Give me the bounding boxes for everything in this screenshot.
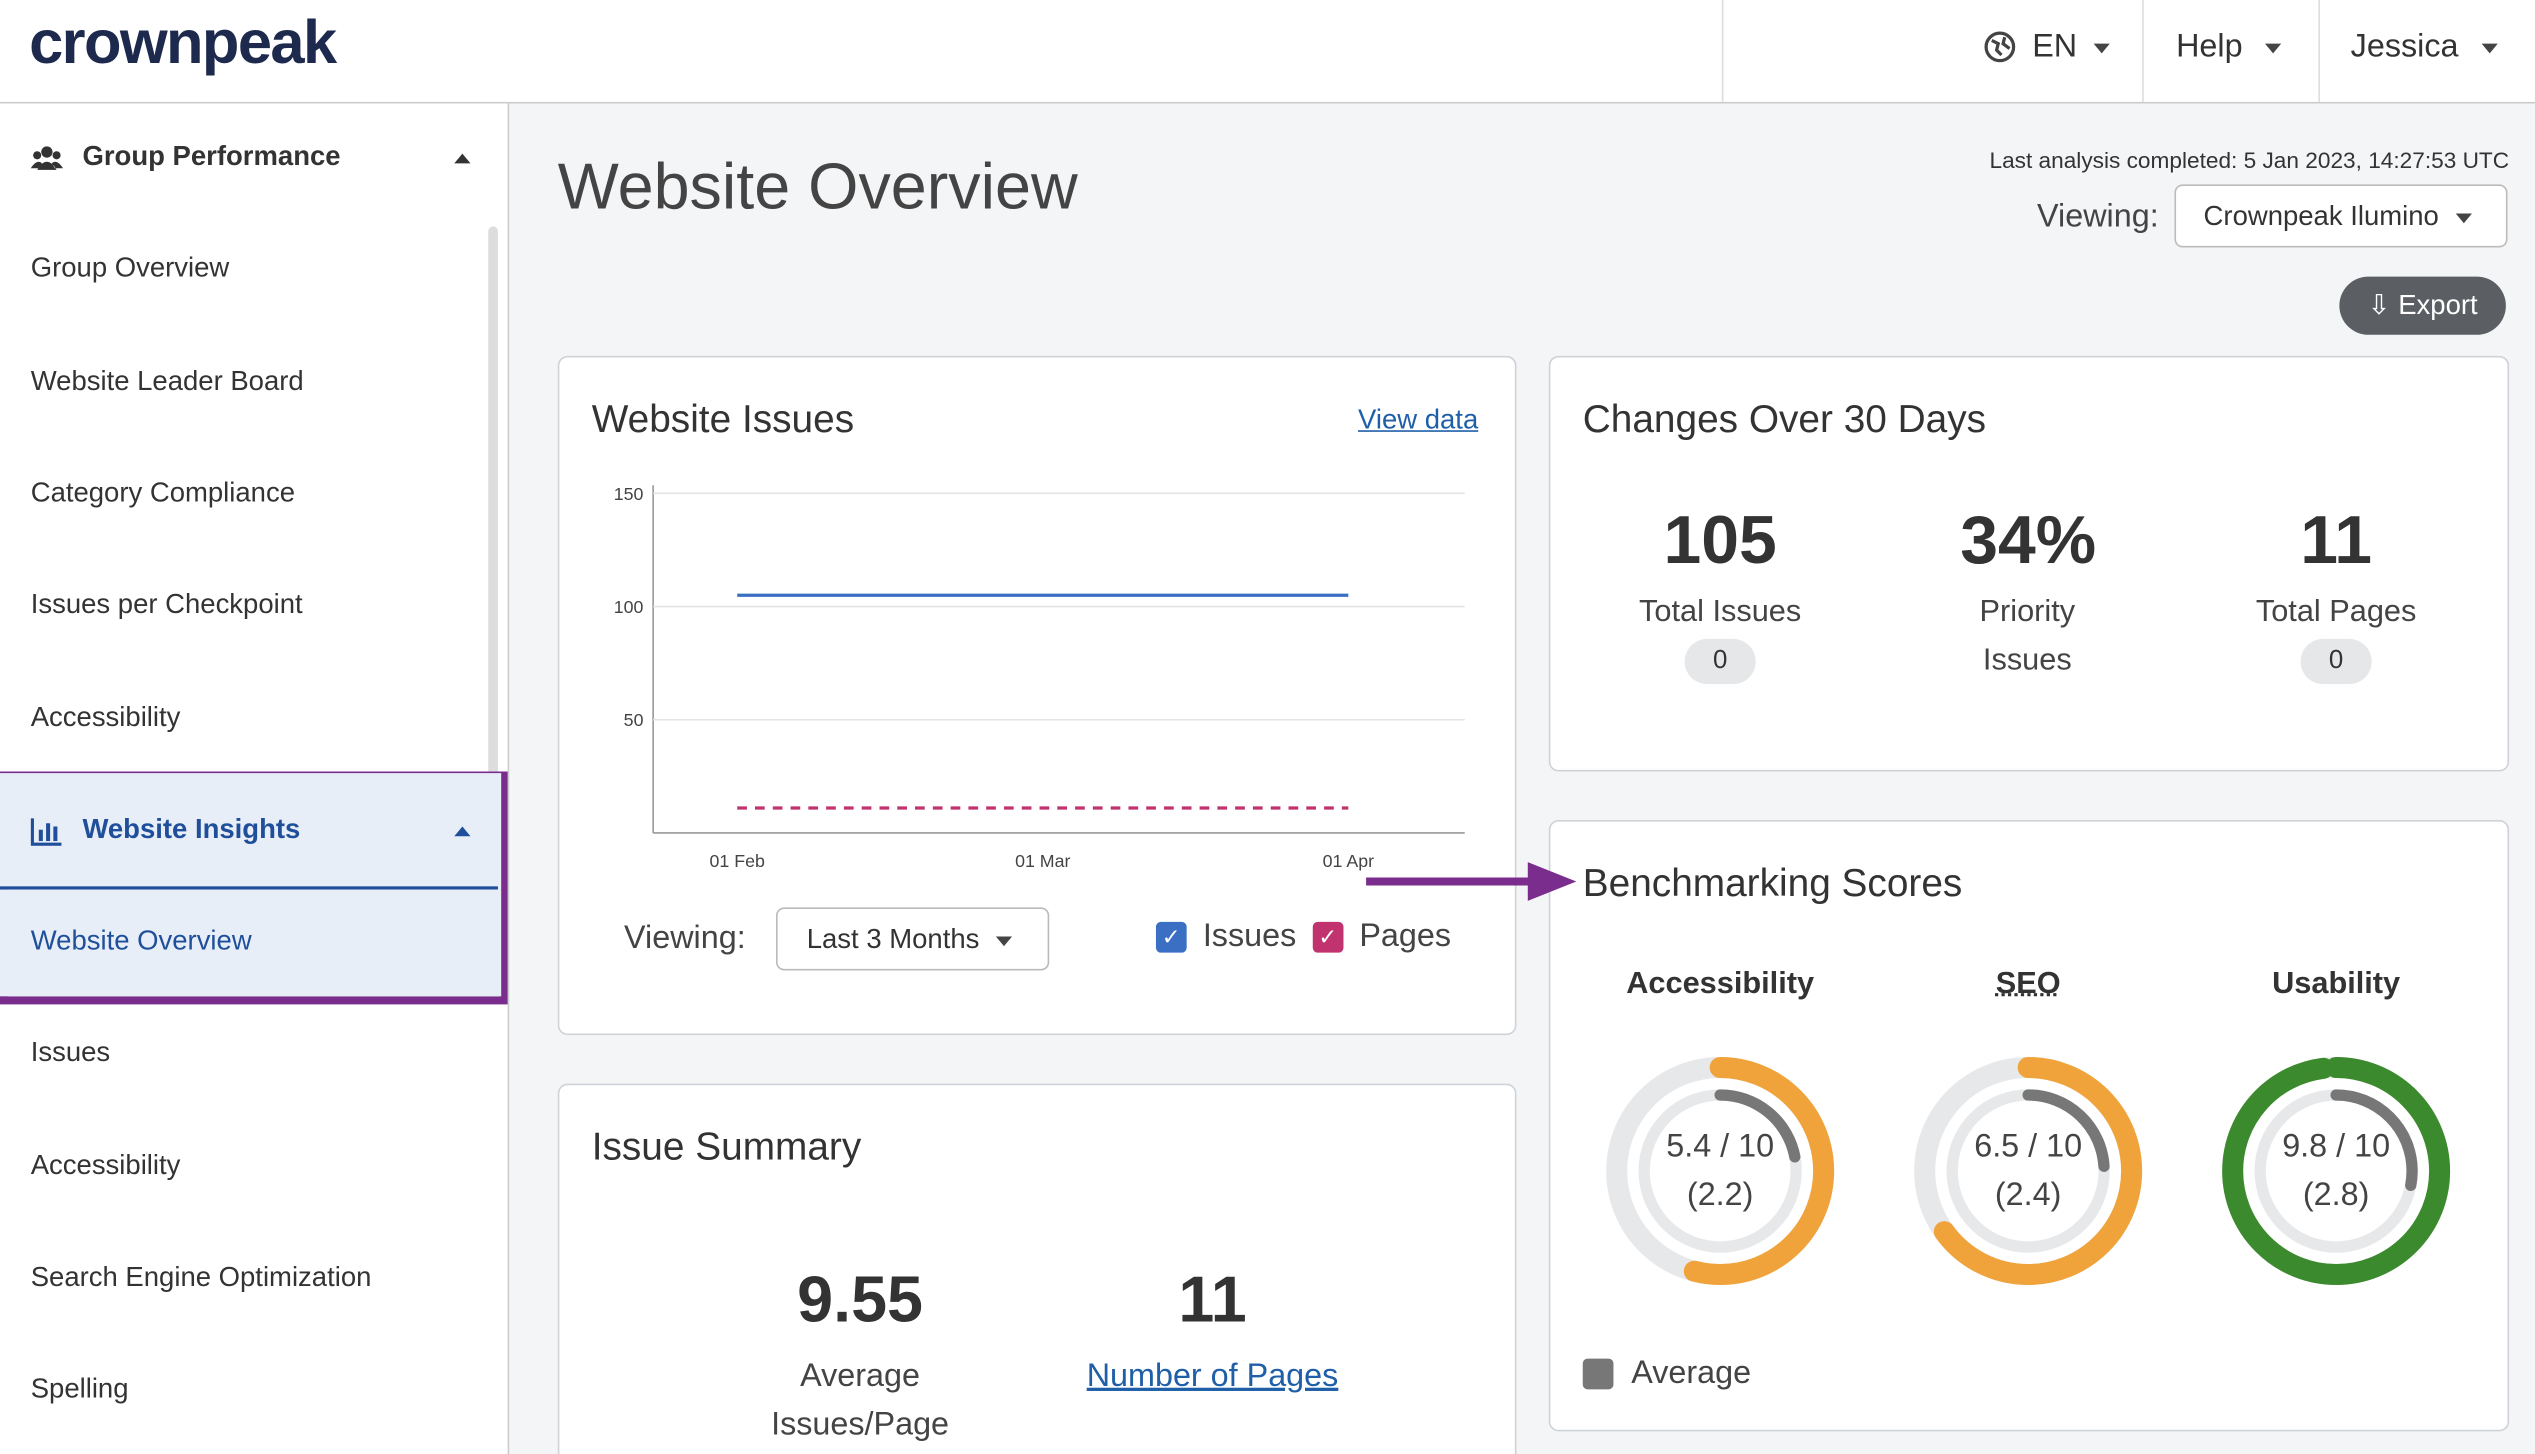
viewing-label: Viewing: [2037,198,2159,235]
gauge-title[interactable]: SEO [1995,967,2061,1002]
collapse-caret[interactable] [454,153,471,164]
stat-label: Total Pages [2255,595,2417,630]
nav-item[interactable]: Website Overview [30,925,252,957]
divider [1721,0,1724,102]
stat-label: Priority Issues [1979,595,2076,678]
page-title: Website Overview [557,152,1078,224]
legend: ✓ Issues ✓ Pages [1155,919,1467,957]
stat-change: 0 [1684,638,1756,685]
nav-item[interactable]: Category Compliance [30,476,295,508]
group-bg [0,772,502,890]
underline [0,886,498,890]
logo[interactable]: crownpeak [29,9,337,78]
group-title[interactable]: Group Performance [82,140,341,172]
gauge-arc [1638,1089,1802,1253]
x-tick-label: 01 Mar [1015,851,1070,871]
stat-label: Total Issues [1639,595,1802,630]
scrollbar [488,226,498,931]
stat-value: 11 [2300,501,2373,578]
summary-value: 9.55 [797,1264,924,1336]
y-tick-label: 100 [614,597,644,617]
gauge-arc [1606,1056,1835,1286]
stat-value: 105 [1663,501,1777,578]
range: Last 3 Months [806,923,980,955]
nav-item[interactable]: Website Leader Board [30,364,304,396]
language-menu[interactable]: EN [2032,29,2110,66]
last-analysis: Last analysis completed: 5 Jan 2023, 14:… [1989,147,2510,174]
arrow [1366,862,1577,901]
gauge-arc [2222,1056,2451,1286]
gauge-arc [2254,1089,2418,1253]
help-menu[interactable]: Help [2176,29,2282,66]
nav-item[interactable]: Issues [30,1037,111,1069]
range-label: Viewing: [624,920,746,956]
nav-item[interactable]: Issues per Checkpoint [30,589,303,620]
range-select[interactable]: Last 3 Months [776,907,1050,971]
gauge-average: (2.4) [1994,1177,2062,1214]
top-bar [0,0,2535,104]
globe-icon [1984,31,2016,63]
collapse-caret[interactable] [454,826,471,836]
gauge-title: Accessibility [1626,967,1815,1002]
export-button[interactable]: ⇩ Export [2339,276,2506,335]
gauge-average: (2.2) [1686,1177,1754,1214]
divider [2318,0,2320,102]
legend-swatch [1582,1358,1614,1390]
help: Help [2176,29,2243,65]
gauge-score: 5.4 / 10 [1666,1128,1775,1165]
summary-value: 11 [1178,1264,1247,1336]
nav-item[interactable]: Accessibility [30,701,181,732]
gauges [1606,1056,2451,1286]
group-icon [30,146,64,170]
site: Crownpeak Ilumino [2203,200,2439,232]
legend-checkbox[interactable]: ✓ [1155,922,1187,954]
gauge-arc [1914,1056,2143,1286]
legend-checkbox[interactable]: ✓ [1312,922,1344,954]
changes-card [1548,355,2510,772]
card-title: Changes Over 30 Days [1582,397,1987,442]
view-data-link[interactable]: View data [1358,404,1479,436]
nav-item[interactable]: Accessibility [30,1149,181,1181]
gauge-title: Usability [2272,967,2401,1002]
legend-label: Average [1631,1355,1752,1391]
benchmark-card [1548,820,2510,1432]
group-icon [30,818,62,846]
user: Jessica [2350,29,2459,65]
x-tick-label: 01 Apr [1323,851,1374,871]
active-bg [0,889,502,997]
group-title[interactable]: Website Insights [82,813,301,844]
divider [2142,0,2144,102]
language: EN [2032,29,2078,65]
summary-link[interactable]: Number of Pages [1086,1358,1339,1395]
line-chart: 50 100 150 01 Feb 01 Mar 01 Apr [614,484,1465,871]
card-title: Benchmarking Scores [1582,862,1963,906]
y-tick-label: 150 [614,484,644,504]
y-tick-label: 50 [624,710,644,730]
gauge-score: 6.5 / 10 [1974,1128,2083,1165]
export-label: Export [2398,289,2478,321]
summary-label: Average Issues/Page [771,1358,950,1443]
user-menu[interactable]: Jessica [2351,29,2498,66]
nav-item[interactable]: Group Overview [30,252,230,284]
nav-item[interactable]: Search Engine Optimization [30,1261,372,1293]
stat-value: 34% [1960,501,2097,578]
summary-card [557,1083,1517,1454]
site-select[interactable]: Crownpeak Ilumino [2174,184,2508,248]
card-title: Issue Summary [591,1125,862,1170]
gauge-score: 9.8 / 10 [2282,1128,2391,1165]
stat-change: 0 [2300,638,2372,685]
legend-label: Issues [1202,919,1297,955]
gauge-arc [1946,1089,2110,1253]
card-title: Website Issues [591,397,855,442]
nav-item[interactable]: Spelling [30,1373,129,1405]
x-tick-label: 01 Feb [710,851,765,871]
legend-label: Pages [1359,919,1452,955]
gauge-average: (2.8) [2302,1177,2370,1214]
